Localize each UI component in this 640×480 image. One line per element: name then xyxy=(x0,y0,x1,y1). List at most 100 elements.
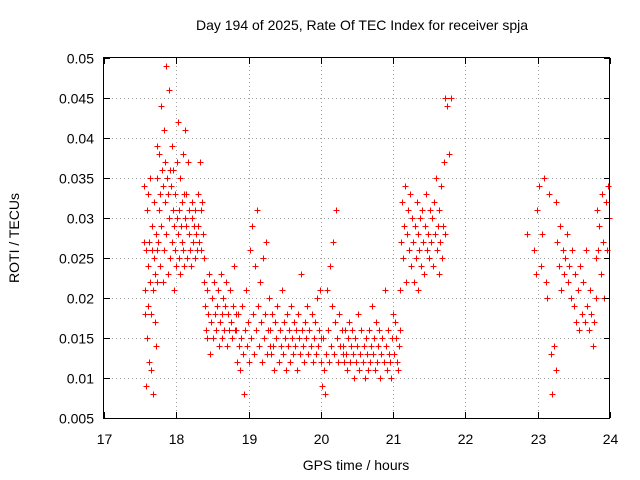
data-point xyxy=(212,311,219,318)
data-point xyxy=(213,327,220,334)
data-point xyxy=(340,343,347,350)
data-point xyxy=(279,287,286,294)
data-point xyxy=(591,319,598,326)
data-point xyxy=(402,183,409,190)
data-point xyxy=(594,207,601,214)
data-point xyxy=(197,159,204,166)
data-point xyxy=(199,199,206,206)
data-point xyxy=(185,159,192,166)
data-point xyxy=(548,351,555,358)
y-tick-label: 0.03 xyxy=(67,211,94,227)
data-point xyxy=(150,287,157,294)
data-point xyxy=(143,383,150,390)
data-point xyxy=(172,191,179,198)
y-tick-label: 0.005 xyxy=(59,411,94,427)
data-point xyxy=(316,327,323,334)
data-point xyxy=(161,247,168,254)
data-point xyxy=(436,207,443,214)
data-point xyxy=(253,327,260,334)
data-point xyxy=(217,319,224,326)
data-point xyxy=(538,263,545,270)
data-point xyxy=(358,327,365,334)
data-point xyxy=(141,183,148,190)
data-point xyxy=(549,391,556,398)
data-point xyxy=(278,343,285,350)
data-point xyxy=(324,287,331,294)
data-point xyxy=(250,311,257,318)
data-point xyxy=(298,271,305,278)
data-point xyxy=(142,287,149,294)
data-point xyxy=(351,375,358,382)
data-point xyxy=(204,287,211,294)
data-point xyxy=(429,215,436,222)
data-point xyxy=(184,255,191,262)
data-point xyxy=(433,175,440,182)
data-point xyxy=(168,183,175,190)
data-point xyxy=(211,279,218,286)
data-point xyxy=(162,199,169,206)
data-point xyxy=(263,239,270,246)
data-point xyxy=(205,311,212,318)
data-point xyxy=(180,247,187,254)
data-point xyxy=(325,327,332,334)
data-point xyxy=(312,319,319,326)
data-point xyxy=(439,255,446,262)
data-point xyxy=(220,295,227,302)
data-point xyxy=(304,303,311,310)
data-point xyxy=(162,159,169,166)
data-point xyxy=(147,175,154,182)
data-point xyxy=(406,247,413,254)
data-point xyxy=(145,263,152,270)
data-point xyxy=(554,239,561,246)
data-point xyxy=(565,279,572,286)
data-point xyxy=(364,351,371,358)
data-point xyxy=(156,151,163,158)
data-point xyxy=(315,343,322,350)
grid-lines xyxy=(104,58,610,418)
data-point xyxy=(177,271,184,278)
data-point xyxy=(299,327,306,334)
data-point xyxy=(182,127,189,134)
data-point xyxy=(291,319,298,326)
data-point xyxy=(410,239,417,246)
data-point xyxy=(286,327,293,334)
data-point xyxy=(165,191,172,198)
data-point xyxy=(442,231,449,238)
data-point xyxy=(392,319,399,326)
data-point xyxy=(390,311,397,318)
data-point xyxy=(198,207,205,214)
data-point xyxy=(566,263,573,270)
data-point xyxy=(176,207,183,214)
data-point xyxy=(323,351,330,358)
data-point xyxy=(536,183,543,190)
data-point xyxy=(381,359,388,366)
y-tick-label: 0.01 xyxy=(67,371,94,387)
data-point xyxy=(192,207,199,214)
data-point xyxy=(234,359,241,366)
data-point xyxy=(198,247,205,254)
data-point xyxy=(603,199,610,206)
data-point xyxy=(413,255,420,262)
data-point xyxy=(284,311,291,318)
data-point xyxy=(375,343,382,350)
data-point xyxy=(245,319,252,326)
data-point xyxy=(186,231,193,238)
data-point xyxy=(160,279,167,286)
data-point xyxy=(238,335,245,342)
data-point xyxy=(568,295,575,302)
data-point xyxy=(378,351,385,358)
data-point xyxy=(394,359,401,366)
data-point xyxy=(327,263,334,270)
data-point xyxy=(226,327,233,334)
data-point xyxy=(396,343,403,350)
data-point xyxy=(427,207,434,214)
data-point xyxy=(222,303,229,310)
data-point xyxy=(305,351,312,358)
data-point xyxy=(434,247,441,254)
data-point xyxy=(175,231,182,238)
data-point xyxy=(562,255,569,262)
data-point xyxy=(444,103,451,110)
data-point xyxy=(280,351,287,358)
data-point xyxy=(186,207,193,214)
data-point xyxy=(166,87,173,94)
